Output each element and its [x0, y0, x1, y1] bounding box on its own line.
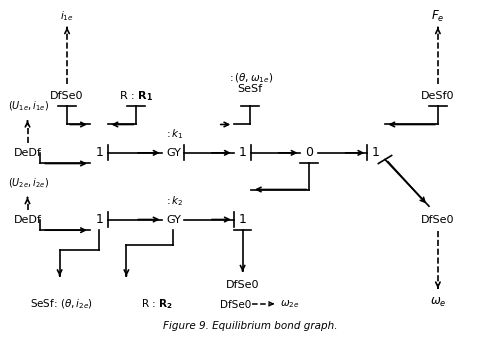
Text: $:(\theta, \omega_{1e})$: $:(\theta, \omega_{1e})$ — [227, 71, 273, 85]
Text: 1: 1 — [238, 146, 246, 159]
Text: SeSf: $(\theta, i_{2e})$: SeSf: $(\theta, i_{2e})$ — [30, 298, 93, 311]
Text: $:k_2$: $:k_2$ — [164, 194, 183, 208]
Text: DeDf: DeDf — [14, 215, 42, 224]
Text: 1: 1 — [96, 213, 103, 226]
Text: DeSf0: DeSf0 — [421, 91, 454, 101]
Text: R : $\mathbf{R_2}$: R : $\mathbf{R_2}$ — [141, 298, 173, 312]
Text: 1: 1 — [238, 213, 246, 226]
Text: $\omega_{2e}$: $\omega_{2e}$ — [280, 299, 299, 311]
Text: GY: GY — [166, 148, 181, 158]
Text: $(U_{2e}, i_{2e})$: $(U_{2e}, i_{2e})$ — [8, 176, 49, 190]
Text: SeSf: SeSf — [238, 84, 262, 95]
Text: DfSe0: DfSe0 — [50, 91, 84, 101]
Text: DfSe0: DfSe0 — [220, 300, 252, 310]
Text: $(U_{1e}, i_{1e})$: $(U_{1e}, i_{1e})$ — [8, 99, 49, 113]
Text: DeDf: DeDf — [14, 148, 42, 158]
Text: $F_e$: $F_e$ — [431, 8, 444, 24]
Text: $\omega_e$: $\omega_e$ — [430, 296, 446, 310]
Text: $i_{1e}$: $i_{1e}$ — [60, 9, 74, 23]
Text: 1: 1 — [372, 146, 380, 159]
Text: 1: 1 — [96, 146, 103, 159]
Text: R : $\mathbf{R_1}$: R : $\mathbf{R_1}$ — [119, 89, 154, 103]
Text: DfSe0: DfSe0 — [226, 280, 260, 290]
Text: 0: 0 — [306, 146, 314, 159]
Text: DfSe0: DfSe0 — [421, 215, 454, 224]
Text: $:k_1$: $:k_1$ — [164, 127, 183, 141]
Text: GY: GY — [166, 215, 181, 224]
Text: Figure 9. Equilibrium bond graph.: Figure 9. Equilibrium bond graph. — [163, 321, 337, 331]
